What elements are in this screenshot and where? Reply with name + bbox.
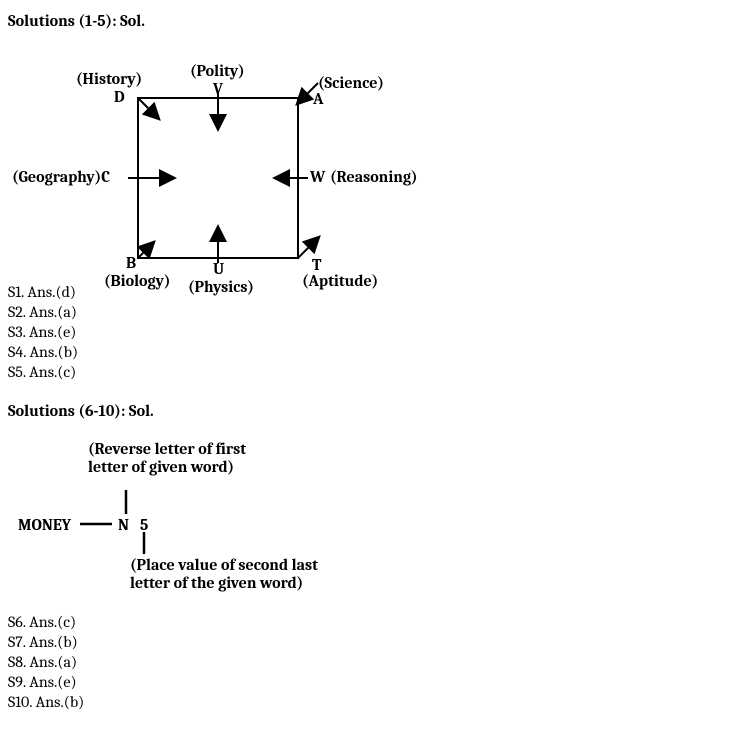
label-science: (Science) (318, 74, 384, 92)
label-history: (History) (76, 70, 142, 88)
answer-row: S7. Ans.(b) (8, 632, 723, 652)
label-aptitude: (Aptitude) (302, 272, 378, 290)
page: Solutions (1-5): Sol. (History) D (Polit… (0, 0, 731, 736)
d2-code1: N (118, 516, 129, 534)
label-U: U (213, 260, 224, 278)
answer-row: S4. Ans.(b) (8, 342, 723, 362)
label-polity: (Polity) (190, 62, 245, 80)
heading-solutions-1-5: Solutions (1-5): Sol. (8, 12, 723, 30)
label-V: V (213, 80, 223, 98)
answer-row: S2. Ans.(a) (8, 302, 723, 322)
d2-note-top: (Reverse letter of first letter of given… (88, 440, 246, 476)
answer-row: S3. Ans.(e) (8, 322, 723, 342)
diagram-coding: MONEY N 5 (Reverse letter of first lette… (8, 428, 448, 608)
diagram-seating: (History) D (Polity) V (Science) A (Geog… (8, 38, 448, 278)
label-A: A (313, 90, 323, 108)
heading-solutions-6-10: Solutions (6-10): Sol. (8, 402, 723, 420)
label-physics: (Physics) (188, 278, 254, 296)
label-geography: (Geography)C (12, 168, 110, 186)
label-biology: (Biology) (104, 272, 171, 290)
answer-list-2: S6. Ans.(c) S7. Ans.(b) S8. Ans.(a) S9. … (8, 612, 723, 712)
label-reasoning: (Reasoning) (330, 168, 418, 186)
label-B: B (126, 254, 136, 272)
answer-row: S5. Ans.(c) (8, 362, 723, 382)
d2-code2: 5 (140, 516, 148, 534)
d2-note-bottom: (Place value of second last letter of th… (130, 556, 318, 592)
answer-row: S8. Ans.(a) (8, 652, 723, 672)
label-D: D (114, 88, 125, 106)
answer-row: S9. Ans.(e) (8, 672, 723, 692)
answer-row: S10. Ans.(b) (8, 692, 723, 712)
d2-word: MONEY (18, 516, 71, 534)
answer-row: S6. Ans.(c) (8, 612, 723, 632)
label-W: W (310, 168, 325, 186)
